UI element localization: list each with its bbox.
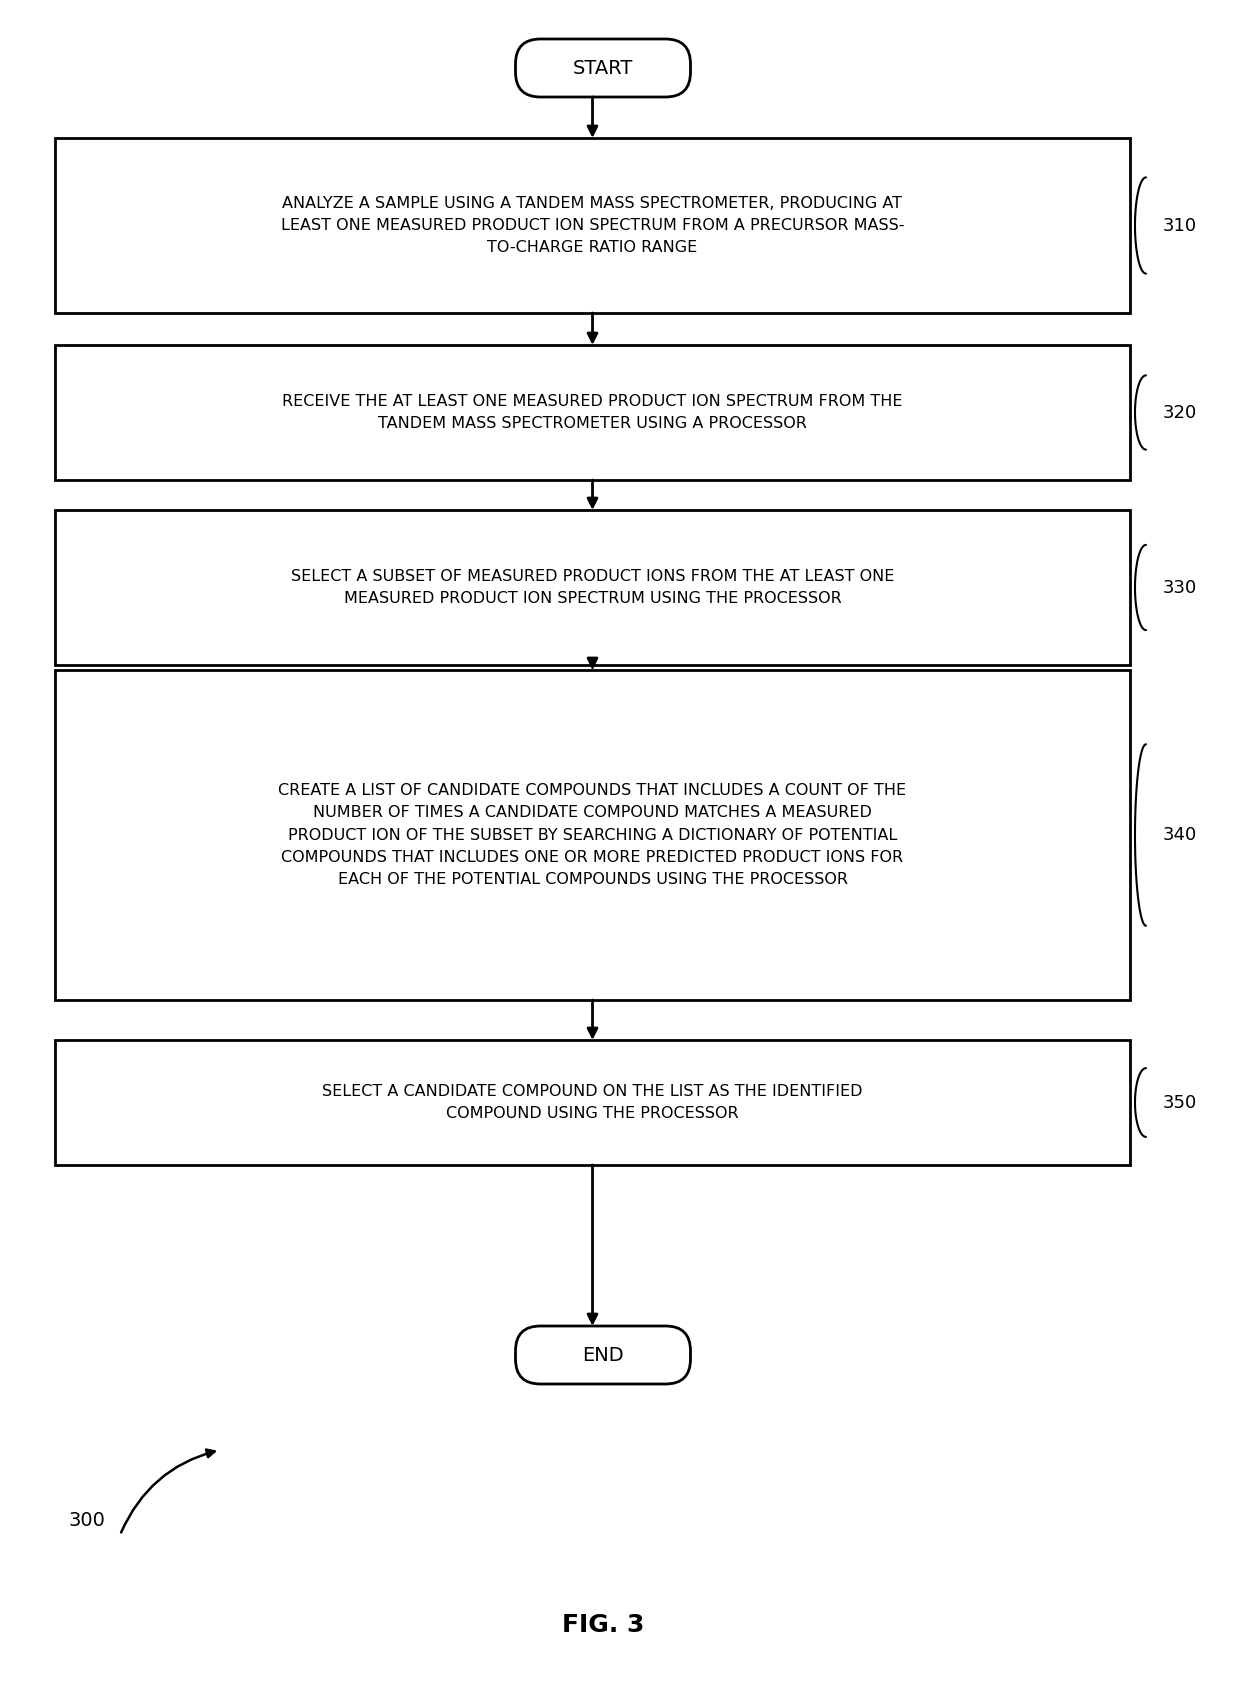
Text: RECEIVE THE AT LEAST ONE MEASURED PRODUCT ION SPECTRUM FROM THE
TANDEM MASS SPEC: RECEIVE THE AT LEAST ONE MEASURED PRODUC… bbox=[283, 394, 903, 431]
Bar bbox=[55, 345, 1130, 481]
Text: CREATE A LIST OF CANDIDATE COMPOUNDS THAT INCLUDES A COUNT OF THE
NUMBER OF TIME: CREATE A LIST OF CANDIDATE COMPOUNDS THA… bbox=[279, 783, 906, 887]
Text: 350: 350 bbox=[1163, 1093, 1198, 1112]
Text: SELECT A CANDIDATE COMPOUND ON THE LIST AS THE IDENTIFIED
COMPOUND USING THE PRO: SELECT A CANDIDATE COMPOUND ON THE LIST … bbox=[322, 1085, 863, 1122]
Text: 340: 340 bbox=[1163, 826, 1198, 844]
FancyBboxPatch shape bbox=[516, 39, 691, 96]
Text: ANALYZE A SAMPLE USING A TANDEM MASS SPECTROMETER, PRODUCING AT
LEAST ONE MEASUR: ANALYZE A SAMPLE USING A TANDEM MASS SPE… bbox=[280, 196, 904, 255]
Text: 330: 330 bbox=[1163, 579, 1198, 597]
Text: 320: 320 bbox=[1163, 403, 1198, 421]
FancyBboxPatch shape bbox=[516, 1327, 691, 1384]
Text: 310: 310 bbox=[1163, 217, 1197, 235]
Bar bbox=[55, 139, 1130, 313]
Text: START: START bbox=[573, 59, 634, 78]
Bar bbox=[55, 1041, 1130, 1166]
Text: FIG. 3: FIG. 3 bbox=[562, 1612, 645, 1636]
Bar bbox=[55, 509, 1130, 665]
Bar bbox=[55, 670, 1130, 1000]
Text: SELECT A SUBSET OF MEASURED PRODUCT IONS FROM THE AT LEAST ONE
MEASURED PRODUCT : SELECT A SUBSET OF MEASURED PRODUCT IONS… bbox=[291, 569, 894, 606]
Text: 300: 300 bbox=[68, 1511, 105, 1530]
Text: END: END bbox=[583, 1345, 624, 1364]
